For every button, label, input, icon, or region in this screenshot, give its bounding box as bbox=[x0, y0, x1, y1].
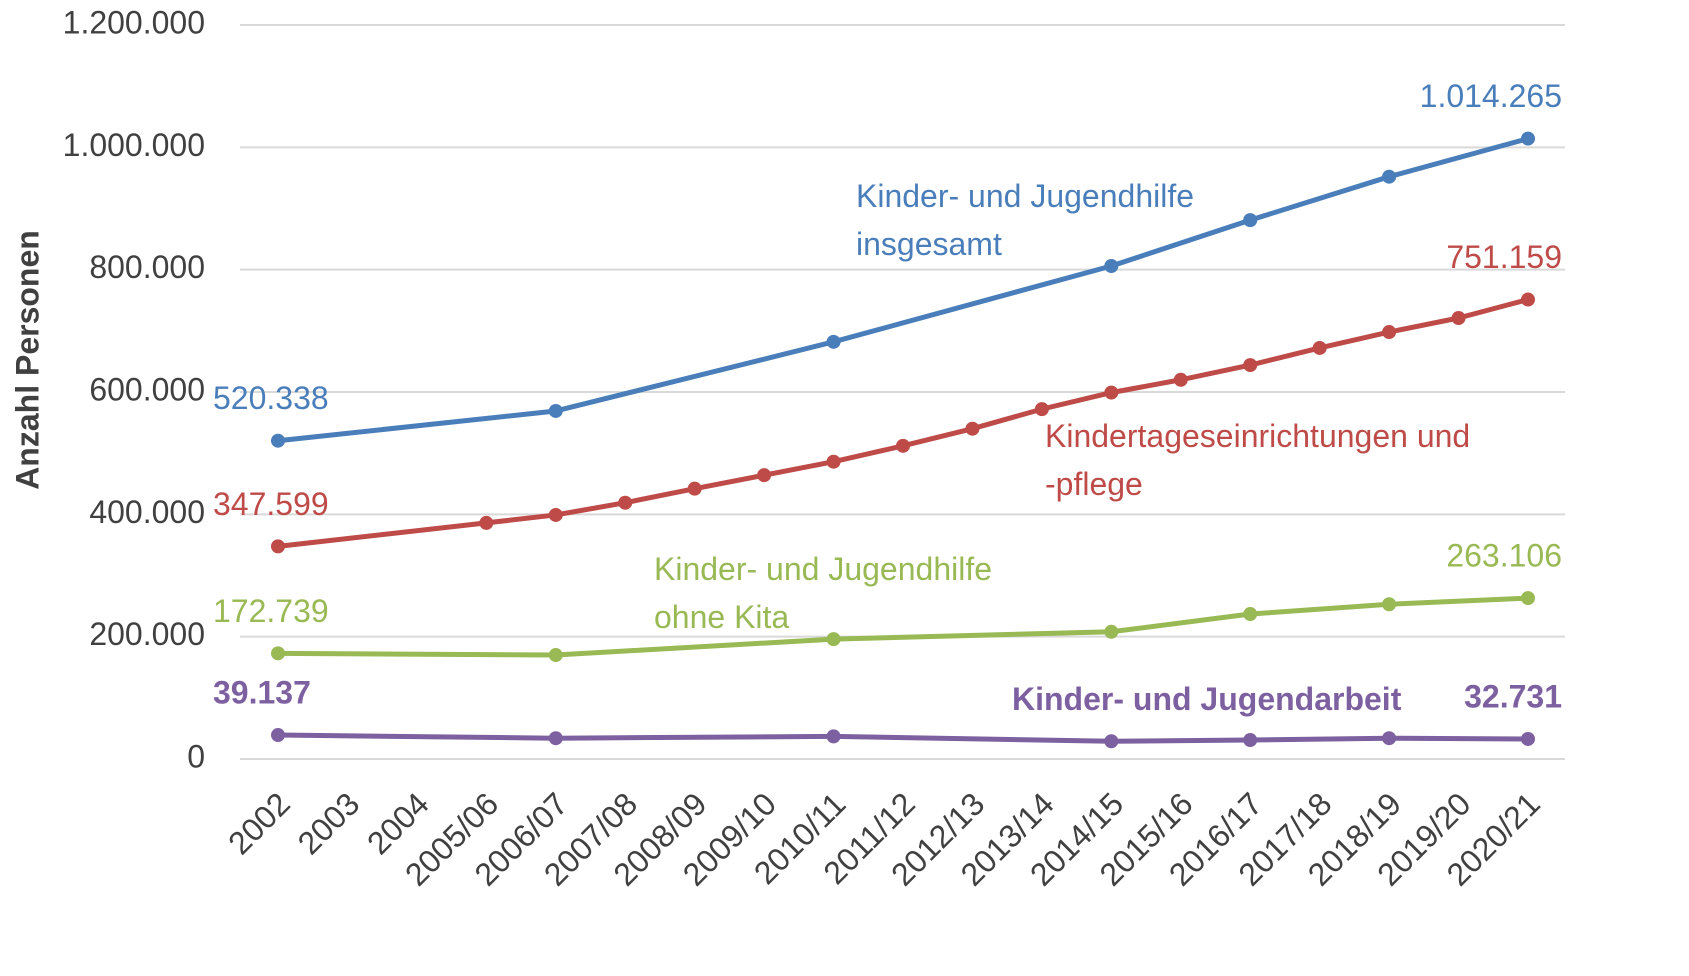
y-tick-label: 0 bbox=[187, 738, 205, 774]
point bbox=[479, 515, 494, 530]
line-segment bbox=[1178, 362, 1253, 383]
line-segment bbox=[553, 500, 628, 518]
point bbox=[1104, 258, 1119, 273]
line-segment bbox=[1247, 735, 1392, 743]
data-label: 520.338 bbox=[213, 380, 329, 416]
point bbox=[1382, 169, 1397, 184]
series-label: Kinder- und Jugendarbeit bbox=[1012, 681, 1402, 717]
point bbox=[1104, 385, 1119, 400]
data-label: 263.106 bbox=[1446, 538, 1562, 574]
point bbox=[548, 507, 563, 522]
line-segment bbox=[1386, 315, 1462, 335]
line-segment bbox=[553, 339, 837, 414]
line-segment bbox=[275, 520, 489, 549]
point bbox=[618, 495, 633, 510]
line-segment bbox=[275, 650, 559, 658]
point bbox=[965, 421, 980, 436]
point bbox=[826, 632, 841, 647]
line-segment bbox=[900, 426, 975, 449]
point bbox=[1521, 131, 1535, 146]
y-tick-label: 800.000 bbox=[89, 249, 205, 285]
line-segment bbox=[1247, 174, 1392, 223]
data-label: 347.599 bbox=[213, 486, 329, 522]
series-label: Kinder- und Jugendhilfe insgesamt bbox=[856, 178, 1195, 262]
line-segment bbox=[831, 733, 1114, 744]
point bbox=[548, 731, 563, 746]
line-segment bbox=[553, 636, 837, 658]
x-tick-label: 2002 bbox=[221, 785, 297, 861]
line-segment bbox=[1247, 601, 1392, 617]
line-segment bbox=[1386, 136, 1531, 180]
line-segment bbox=[553, 733, 837, 741]
point bbox=[1243, 733, 1258, 748]
line-segment bbox=[275, 408, 559, 444]
line-segment bbox=[761, 459, 837, 478]
data-label: 39.137 bbox=[213, 675, 311, 711]
point bbox=[1521, 591, 1535, 606]
data-label: 751.159 bbox=[1446, 239, 1562, 275]
line-segment bbox=[1317, 329, 1392, 351]
line-segment bbox=[1108, 217, 1253, 269]
y-tick-label: 400.000 bbox=[89, 494, 205, 530]
y-tick-label: 1.000.000 bbox=[63, 127, 205, 163]
point bbox=[271, 646, 285, 661]
line-segment bbox=[831, 629, 1114, 642]
line-segment bbox=[1039, 390, 1114, 412]
x-tick-label: 2003 bbox=[291, 785, 367, 861]
point bbox=[548, 403, 563, 418]
y-axis-label: Anzahl Personen bbox=[9, 230, 45, 490]
data-label: 172.739 bbox=[213, 593, 329, 629]
point bbox=[896, 438, 910, 453]
line-segment bbox=[831, 263, 1114, 345]
line-segment bbox=[1108, 611, 1253, 635]
point bbox=[826, 334, 841, 349]
point bbox=[271, 728, 285, 743]
point bbox=[687, 481, 702, 496]
line-segment bbox=[483, 512, 559, 526]
point bbox=[826, 454, 841, 469]
line-segment bbox=[1108, 377, 1184, 396]
y-tick-label: 600.000 bbox=[89, 371, 205, 407]
line-segment bbox=[969, 406, 1045, 432]
line-segment bbox=[831, 443, 906, 465]
line-segment bbox=[275, 732, 559, 741]
line-segment bbox=[1456, 297, 1531, 321]
point bbox=[1104, 734, 1119, 749]
point bbox=[1243, 607, 1258, 622]
series-label: Kinder- und Jugendhilfe ohne Kita bbox=[654, 551, 993, 635]
point bbox=[1451, 310, 1466, 325]
line-segment bbox=[1108, 737, 1253, 744]
series-label: Kindertageseinrichtungen und -pflege bbox=[1045, 418, 1471, 502]
line-segment bbox=[622, 486, 698, 506]
point bbox=[1382, 325, 1397, 340]
point bbox=[1243, 358, 1258, 373]
point bbox=[1521, 292, 1535, 307]
point bbox=[1243, 213, 1258, 228]
y-tick-label: 1.200.000 bbox=[63, 4, 205, 40]
point bbox=[1521, 731, 1535, 746]
y-tick-label: 200.000 bbox=[89, 616, 205, 652]
point bbox=[1312, 340, 1327, 355]
point bbox=[1173, 372, 1188, 387]
point bbox=[1382, 597, 1397, 612]
point bbox=[548, 648, 563, 663]
line-segment bbox=[692, 472, 767, 492]
point bbox=[271, 539, 285, 554]
point bbox=[1034, 402, 1049, 417]
point bbox=[1382, 731, 1397, 746]
line-segment bbox=[1247, 345, 1323, 368]
point bbox=[757, 468, 772, 483]
point bbox=[271, 433, 285, 448]
data-label: 32.731 bbox=[1464, 678, 1562, 714]
point bbox=[826, 729, 841, 744]
data-label: 1.014.265 bbox=[1420, 78, 1562, 114]
line-segment bbox=[1386, 735, 1531, 742]
line-segment bbox=[1386, 595, 1531, 607]
point bbox=[1104, 624, 1119, 639]
